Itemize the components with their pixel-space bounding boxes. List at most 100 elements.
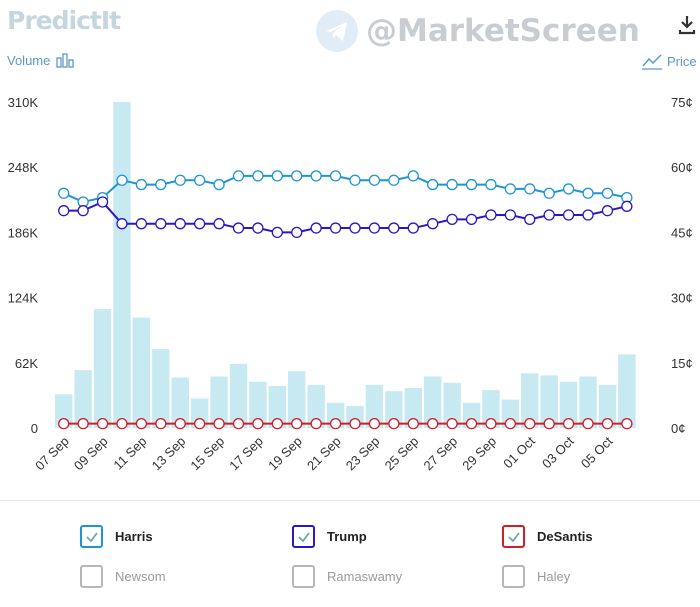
series-point-trump — [310, 222, 322, 234]
series-point-harris — [116, 174, 128, 186]
volume-bar — [521, 373, 539, 428]
series-point-harris — [465, 178, 478, 191]
series-point-harris — [543, 187, 555, 199]
series-point-trump — [562, 209, 575, 221]
legend-label: DeSantis — [537, 529, 593, 544]
series-point-trump — [388, 222, 400, 234]
series-point-harris — [155, 178, 167, 191]
legend-checkbox[interactable] — [502, 565, 525, 588]
series-point-desantis — [388, 418, 400, 430]
series-point-trump — [116, 218, 128, 230]
watermark: @MarketScreen — [316, 10, 640, 52]
volume-bar — [482, 390, 500, 428]
series-point-harris — [213, 178, 225, 191]
legend-checkbox[interactable] — [80, 565, 103, 588]
series-point-desantis — [427, 418, 439, 430]
volume-bar — [268, 385, 287, 428]
volume-axis-toggle[interactable]: Volume — [7, 52, 75, 68]
series-point-harris — [58, 187, 70, 199]
series-point-desantis — [582, 418, 594, 430]
series-point-harris — [252, 170, 264, 182]
series-point-trump — [135, 218, 148, 230]
volume-bar — [210, 376, 228, 428]
volume-bar — [55, 394, 73, 428]
series-point-trump — [213, 218, 225, 230]
legend-checkbox[interactable] — [80, 525, 103, 548]
series-point-desantis — [562, 418, 575, 430]
legend-item-harris[interactable]: Harris — [80, 525, 153, 548]
series-point-trump — [193, 218, 206, 230]
volume-bar — [559, 381, 578, 428]
series-point-harris — [446, 178, 458, 191]
legend-checkbox[interactable] — [292, 565, 315, 588]
volume-bar — [152, 349, 170, 428]
series-point-harris — [427, 178, 439, 191]
series-point-trump — [621, 200, 633, 212]
volume-bar — [365, 384, 384, 428]
series-point-trump — [485, 209, 497, 221]
series-point-trump — [349, 222, 361, 234]
series-point-desantis — [543, 418, 555, 430]
series-point-trump — [504, 209, 517, 221]
volume-bar — [171, 377, 189, 428]
x-tick-label: 09 Sep — [71, 434, 111, 474]
series-point-trump — [174, 218, 186, 230]
series-point-harris — [135, 178, 148, 191]
series-point-trump — [407, 222, 419, 234]
series-point-trump — [155, 218, 167, 230]
series-point-harris — [524, 183, 536, 195]
series-point-trump — [58, 205, 70, 217]
series-point-trump — [524, 213, 536, 226]
series-point-trump — [77, 205, 89, 217]
series-point-desantis — [193, 418, 206, 430]
series-point-trump — [465, 213, 478, 226]
series-point-harris — [349, 174, 361, 186]
volume-bar — [579, 376, 597, 428]
legend-label: Trump — [327, 529, 367, 544]
line-chart-icon — [642, 54, 662, 70]
volume-bar — [443, 382, 461, 428]
volume-tick-label: 62K — [15, 356, 38, 371]
volume-bar — [598, 384, 617, 428]
legend-item-trump[interactable]: Trump — [292, 525, 367, 548]
series-point-desantis — [621, 418, 633, 430]
price-tick-label: 75¢ — [671, 95, 693, 110]
volume-bar — [385, 391, 403, 428]
series-point-desantis — [58, 418, 70, 430]
watermark-text: @MarketScreen — [366, 13, 640, 49]
legend-item-newsom[interactable]: Newsom — [80, 565, 166, 588]
legend-item-desantis[interactable]: DeSantis — [502, 525, 593, 548]
volume-bar — [74, 370, 92, 428]
legend-item-haley[interactable]: Haley — [502, 565, 570, 588]
x-tick-label: 13 Sep — [149, 434, 189, 474]
legend-checkbox[interactable] — [502, 525, 525, 548]
series-point-desantis — [465, 418, 478, 430]
bar-chart-icon — [56, 53, 75, 68]
volume-bar — [249, 381, 267, 428]
series-point-desantis — [96, 418, 109, 430]
volume-bar — [540, 375, 558, 428]
series-point-desantis — [349, 418, 361, 430]
check-icon — [297, 531, 310, 542]
series-point-harris — [407, 170, 419, 182]
volume-bar — [93, 309, 112, 428]
series-point-harris — [562, 183, 575, 195]
series-point-desantis — [504, 418, 517, 430]
price-tick-label: 30¢ — [671, 291, 693, 306]
series-point-trump — [446, 213, 458, 226]
price-tick-label: 0¢ — [671, 421, 685, 436]
series-point-desantis — [135, 418, 148, 430]
telegram-icon — [316, 10, 358, 52]
series-point-desantis — [291, 418, 303, 430]
legend-item-ramaswamy[interactable]: Ramaswamy — [292, 565, 402, 588]
download-icon[interactable] — [678, 14, 696, 36]
price-tick-label: 15¢ — [671, 356, 693, 371]
x-tick-label: 01 Oct — [500, 433, 538, 471]
series-point-trump — [96, 196, 109, 208]
price-label: Price — [667, 53, 697, 69]
series-point-desantis — [407, 418, 419, 430]
series-point-trump — [232, 222, 245, 234]
volume-label: Volume — [7, 52, 51, 68]
price-axis-toggle[interactable]: Price — [641, 52, 697, 70]
legend-checkbox[interactable] — [292, 525, 315, 548]
